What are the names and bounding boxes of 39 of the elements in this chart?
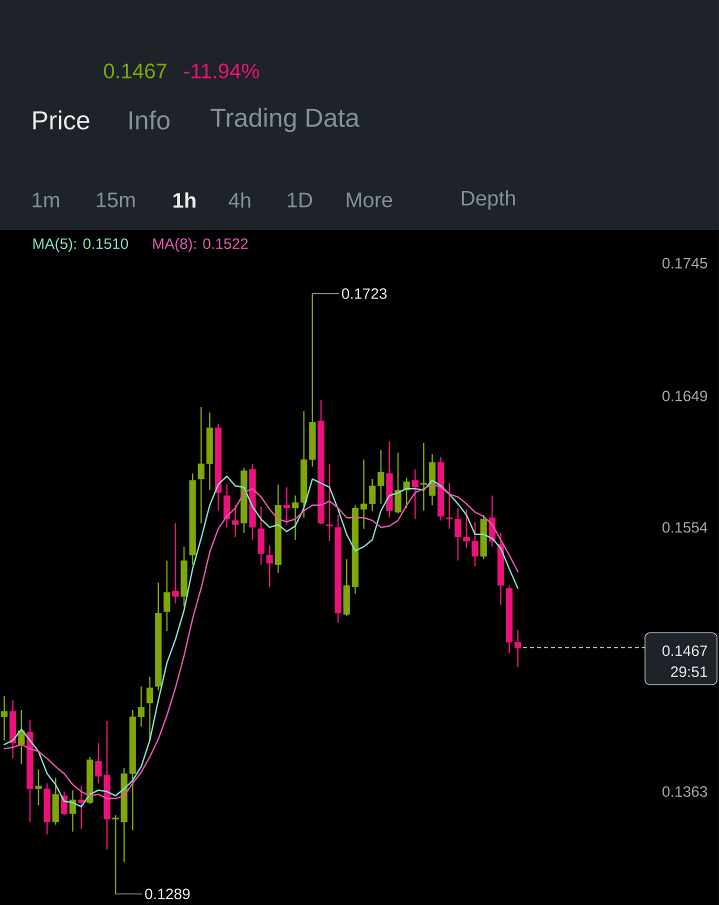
candlestick [224, 484, 230, 528]
candlestick [232, 504, 239, 538]
text: Trading Data [210, 108, 360, 132]
text: -11.94% [184, 64, 260, 78]
text: Info [130, 110, 170, 130]
text: MA(8): 0.1522 [153, 238, 248, 252]
annotation: 29:51 [671, 666, 708, 678]
text: 15m [96, 192, 135, 208]
y-tick-label: 0.1554 [662, 522, 708, 533]
text: Depth [462, 190, 515, 210]
text: Price [33, 110, 90, 130]
candlestick [394, 452, 402, 514]
candlestick [69, 790, 76, 832]
ref-line-label: 0.1467 [662, 645, 708, 656]
text: 0.1467 [104, 64, 166, 78]
text: 4h [228, 192, 250, 208]
y-tick-label: 0.1745 [662, 258, 708, 268]
candlestick [420, 442, 428, 512]
candlestick [412, 468, 418, 520]
candlestick [146, 676, 154, 742]
text: 1D [288, 192, 312, 208]
text: More [346, 192, 392, 208]
candlestick [283, 486, 290, 526]
text: MA(5): 0.1510 [33, 238, 128, 252]
y-tick-label: 0.1363 [662, 786, 708, 797]
annotation: 0.1723 [342, 288, 387, 299]
candlestick [18, 709, 25, 765]
candlestick [78, 785, 85, 830]
candlestick [35, 768, 42, 806]
candlestick [266, 544, 273, 588]
y-tick-label: 0.1649 [662, 390, 708, 402]
candlestick [403, 476, 410, 509]
text: 1h [174, 192, 196, 208]
candlestick [0, 695, 8, 742]
annotation: 0.1289 [145, 888, 190, 900]
candlestick [164, 560, 170, 632]
candlestick [172, 522, 179, 604]
text: 1m [32, 192, 59, 208]
candlestick [326, 463, 333, 542]
